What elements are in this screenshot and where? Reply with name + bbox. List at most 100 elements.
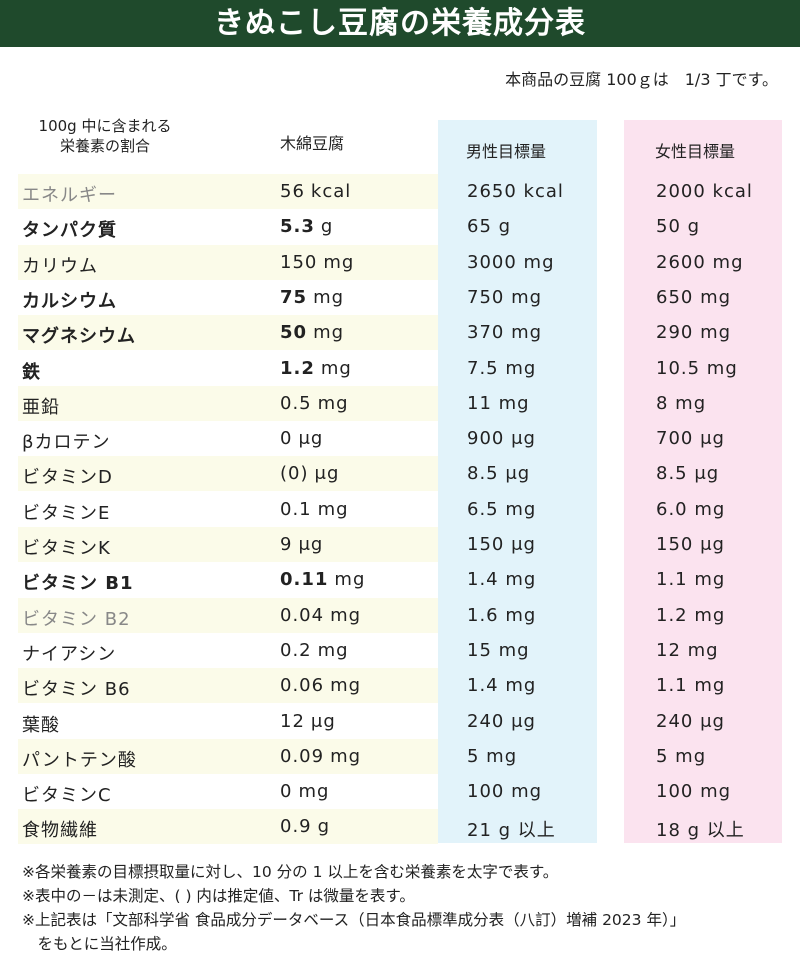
row-stripe-fill: [18, 385, 438, 421]
momen-value-unit: mg: [330, 604, 362, 626]
serving-note: 本商品の豆腐 100ｇは 1/3 丁です。: [505, 70, 778, 89]
nutrient-name: βカロテン: [22, 432, 111, 454]
row-stripe: [18, 668, 782, 704]
male-target-value: 240 μg: [467, 710, 536, 732]
momen-value-unit: mg: [317, 639, 349, 661]
female-target-value: 240 μg: [656, 710, 725, 732]
nutrient-name: カリウム: [22, 255, 98, 277]
momen-value-unit: mg: [298, 781, 330, 803]
momen-value: 0.11 mg: [280, 569, 365, 590]
momen-value-number: 56: [280, 181, 305, 202]
row-stripe: [18, 527, 782, 562]
row-stripe-fill: [18, 315, 438, 351]
female-column-background: [624, 120, 782, 843]
female-target-value: 650 mg: [656, 286, 732, 308]
female-target-value: 10.5 mg: [656, 357, 738, 379]
momen-value-number: 9: [280, 534, 293, 555]
female-target-value: 1.1 mg: [656, 675, 726, 697]
row-stripe-fill: [18, 597, 438, 633]
momen-value-number: 0: [280, 428, 293, 450]
momen-value: 12 μg: [280, 711, 336, 732]
momen-value: 0.04 mg: [280, 605, 361, 626]
male-target-value: 100 mg: [467, 781, 543, 803]
header-female-target: 女性目標量: [655, 142, 736, 161]
momen-value-number: 0.09: [280, 745, 325, 767]
male-target-value: 11 mg: [467, 392, 530, 414]
momen-value-number: 0.1: [280, 498, 312, 520]
nutrient-name: ビタミンD: [22, 467, 113, 489]
row-stripe-fill: [18, 738, 438, 774]
momen-value-unit: mg: [330, 745, 362, 767]
nutrient-name: カルシウム: [22, 290, 117, 312]
row-stripe: [18, 597, 782, 633]
momen-value-number: 150: [280, 251, 318, 273]
momen-value-number: 0: [280, 781, 293, 803]
momen-value: 0.06 mg: [280, 675, 361, 696]
momen-value-number: 0.2: [280, 639, 312, 661]
male-target-value: 1.4 mg: [467, 569, 537, 591]
momen-value: 0 μg: [280, 428, 323, 449]
momen-value-number: 0.06: [280, 675, 325, 697]
momen-value-unit: mg: [317, 392, 349, 414]
female-target-value: 1.1 mg: [656, 569, 726, 591]
row-stripe: [18, 315, 782, 351]
row-stripe: [18, 385, 782, 421]
momen-value: 56 kcal: [280, 181, 351, 202]
momen-value-unit: mg: [313, 286, 345, 308]
momen-value: 0.2 mg: [280, 640, 349, 661]
nutrient-name: ナイアシン: [22, 643, 117, 665]
female-target-value: 100 mg: [656, 781, 732, 803]
row-stripe: [18, 809, 782, 845]
female-target-value: 5 mg: [656, 745, 707, 767]
momen-value: 1.2 mg: [280, 358, 352, 379]
nutrient-name: 食物繊維: [22, 820, 98, 842]
male-target-value: 8.5 μg: [467, 463, 531, 485]
nutrient-name: ビタミン B6: [22, 679, 131, 701]
row-stripe: [18, 456, 782, 492]
female-target-value: 50 g: [656, 216, 701, 238]
female-target-value: 18 g 以上: [656, 820, 745, 842]
momen-value: 0.5 mg: [280, 393, 349, 414]
nutrient-name: ビタミンE: [22, 502, 111, 524]
momen-value: 150 mg: [280, 252, 354, 273]
female-target-value: 6.0 mg: [656, 498, 726, 520]
row-stripe-fill: [18, 174, 438, 209]
momen-value-unit: mg: [317, 498, 349, 520]
nutrient-name: ビタミンK: [22, 538, 111, 559]
male-target-value: 370 mg: [467, 322, 543, 344]
nutrient-name: ビタミン B1: [22, 573, 134, 595]
momen-value-unit: μg: [310, 710, 336, 732]
row-stripe-fill: [18, 527, 438, 562]
nutrient-name: ビタミンC: [22, 785, 112, 807]
momen-value-number: 0.11: [280, 569, 329, 591]
female-target-value: 150 μg: [656, 534, 725, 555]
row-stripe-fill: [18, 456, 438, 492]
male-target-value: 15 mg: [467, 639, 530, 661]
momen-value-number: 50: [280, 322, 308, 344]
row-stripe-fill: [18, 244, 438, 280]
momen-value-number: 1.2: [280, 357, 315, 379]
header-ratio: 100g 中に含まれる 栄養素の割合: [20, 116, 190, 156]
nutrient-name: ビタミン B2: [22, 608, 131, 630]
female-target-value: 1.2 mg: [656, 604, 726, 626]
male-target-value: 900 μg: [467, 428, 536, 450]
momen-value: 5.3 g: [280, 216, 333, 237]
row-stripe: [18, 738, 782, 774]
nutrient-name: パントテン酸: [22, 749, 137, 771]
male-target-value: 6.5 mg: [467, 498, 537, 520]
momen-value: (0) μg: [280, 463, 339, 484]
nutrient-name: マグネシウム: [22, 326, 136, 348]
momen-value: 50 mg: [280, 322, 344, 343]
female-target-value: 700 μg: [656, 428, 725, 450]
momen-value-number: 75: [280, 286, 308, 308]
momen-value: 9 μg: [280, 534, 323, 555]
female-target-value: 8 mg: [656, 392, 707, 414]
nutrient-name: タンパク質: [22, 220, 117, 242]
momen-value: 75 mg: [280, 287, 344, 308]
male-column-background: [438, 120, 597, 843]
row-stripe-fill: [18, 809, 438, 845]
momen-value-unit: μg: [298, 534, 324, 555]
momen-value-unit: μg: [298, 428, 324, 450]
header-male-target: 男性目標量: [466, 142, 547, 161]
male-target-value: 150 μg: [467, 534, 536, 555]
